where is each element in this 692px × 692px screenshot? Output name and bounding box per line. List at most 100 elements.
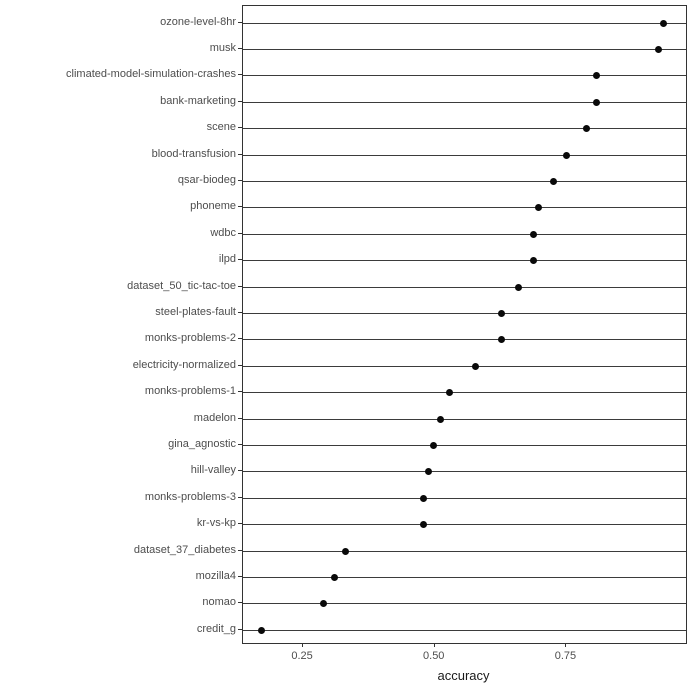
data-point <box>445 389 453 397</box>
y-axis-label: gina_agnostic <box>168 437 236 450</box>
y-axis-label: scene <box>206 121 236 134</box>
category-gridline <box>243 48 686 50</box>
y-axis-label: ilpd <box>218 253 236 266</box>
y-tick-mark <box>238 338 242 340</box>
data-point <box>472 362 480 370</box>
x-tick-label: 0.25 <box>291 650 313 662</box>
y-tick-mark <box>238 470 242 472</box>
data-point <box>592 72 600 80</box>
data-point <box>258 626 266 634</box>
category-gridline <box>243 128 686 130</box>
y-tick-mark <box>238 74 242 76</box>
data-point <box>341 547 349 555</box>
y-axis-label: dataset_37_diabetes <box>133 543 236 556</box>
data-point <box>498 309 506 317</box>
y-tick-mark <box>238 628 242 630</box>
category-gridline <box>243 260 686 262</box>
y-axis-label: monks-problems-1 <box>144 385 236 398</box>
y-tick-mark <box>238 259 242 261</box>
y-tick-mark <box>238 206 242 208</box>
category-gridline <box>243 550 686 552</box>
category-gridline <box>243 576 686 578</box>
y-tick-mark <box>238 443 242 445</box>
y-axis-label: credit_g <box>196 622 236 635</box>
category-gridline <box>243 418 686 420</box>
x-tick-label: 0.50 <box>423 650 445 662</box>
x-tick-mark <box>433 643 435 647</box>
data-point <box>498 336 506 344</box>
data-point <box>436 415 444 423</box>
y-tick-mark <box>238 127 242 129</box>
y-axis-label: nomao <box>202 596 236 609</box>
y-tick-mark <box>238 21 242 23</box>
plot-panel <box>242 5 687 644</box>
category-gridline <box>243 22 686 24</box>
category-gridline <box>243 629 686 631</box>
data-point <box>660 19 668 27</box>
y-tick-mark <box>238 179 242 181</box>
data-point <box>530 257 538 265</box>
y-tick-mark <box>238 47 242 49</box>
category-gridline <box>243 312 686 314</box>
y-axis-label: musk <box>209 41 236 54</box>
category-gridline <box>243 286 686 288</box>
data-point <box>549 177 557 185</box>
category-gridline <box>243 365 686 367</box>
y-tick-mark <box>238 391 242 393</box>
y-tick-mark <box>238 417 242 419</box>
data-point <box>430 441 438 449</box>
x-tick-mark <box>302 643 304 647</box>
y-axis-label: madelon <box>193 411 236 424</box>
y-tick-mark <box>238 364 242 366</box>
category-gridline <box>243 154 686 156</box>
category-gridline <box>243 75 686 77</box>
data-point <box>330 573 338 581</box>
y-axis-label: hill-valley <box>190 464 236 477</box>
data-point <box>514 283 522 291</box>
y-axis-label: steel-plates-fault <box>155 305 236 318</box>
y-axis-label: blood-transfusion <box>151 147 236 160</box>
data-point <box>420 494 428 502</box>
y-tick-mark <box>238 285 242 287</box>
y-tick-mark <box>238 523 242 525</box>
y-axis-label: ozone-level-8hr <box>160 15 236 28</box>
y-tick-mark <box>238 311 242 313</box>
data-point <box>592 98 600 106</box>
y-axis-label: kr-vs-kp <box>196 517 236 530</box>
data-point <box>582 125 590 133</box>
y-tick-mark <box>238 575 242 577</box>
y-tick-mark <box>238 602 242 604</box>
y-axis-label: wdbc <box>210 226 236 239</box>
category-gridline <box>243 497 686 499</box>
y-tick-mark <box>238 232 242 234</box>
y-axis-label: phoneme <box>190 200 236 213</box>
category-gridline <box>243 392 686 394</box>
category-gridline <box>243 207 686 209</box>
y-axis-label: dataset_50_tic-tac-toe <box>127 279 236 292</box>
data-point <box>655 45 663 53</box>
data-point <box>530 230 538 238</box>
x-tick-mark <box>565 643 567 647</box>
data-point <box>562 151 570 159</box>
y-tick-mark <box>238 549 242 551</box>
y-tick-mark <box>238 153 242 155</box>
y-axis-label: climated-model-simulation-crashes <box>66 68 236 81</box>
data-point <box>535 204 542 212</box>
y-axis-label: mozilla4 <box>195 569 236 582</box>
category-gridline <box>243 101 686 103</box>
data-point <box>319 600 327 608</box>
y-axis-label: qsar-biodeg <box>177 173 236 186</box>
category-gridline <box>243 524 686 526</box>
y-tick-mark <box>238 496 242 498</box>
x-axis-title: accuracy <box>437 668 490 683</box>
category-gridline <box>243 444 686 446</box>
category-gridline <box>243 180 686 182</box>
data-point <box>425 468 433 476</box>
category-gridline <box>243 471 686 473</box>
y-axis-label: monks-problems-3 <box>144 490 236 503</box>
category-gridline <box>243 339 686 341</box>
x-tick-label: 0.75 <box>554 650 577 662</box>
y-axis-label: electricity-normalized <box>132 358 236 371</box>
y-tick-mark <box>238 100 242 102</box>
